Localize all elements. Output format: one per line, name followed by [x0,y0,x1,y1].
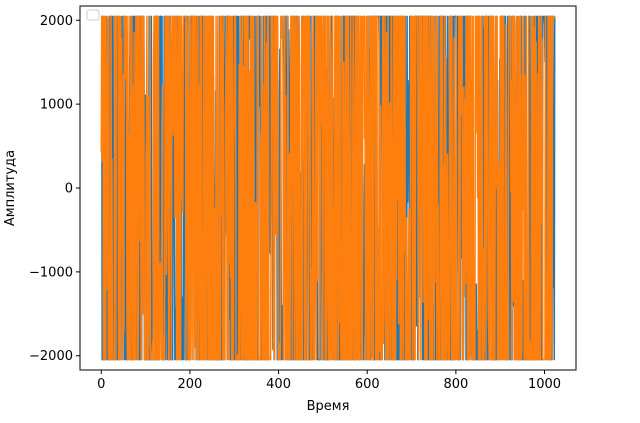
x-axis-label: Время [307,399,350,414]
x-tick-label: 800 [443,377,468,392]
y-tick-label: 2000 [40,14,73,29]
y-axis-label: Амплитуда [3,150,18,226]
series-layer [100,15,556,361]
legend-box [86,9,100,21]
series-2-line [100,15,556,361]
axes-frame [79,5,577,371]
ticks-layer: 0 200 400 600 800 1000 −2000 −1000 0 1000 2000 [29,14,561,392]
x-tick-label: 400 [266,377,291,392]
x-tick-label: 1000 [528,377,561,392]
y-tick-label: −2000 [29,349,73,364]
x-tick-label: 600 [355,377,380,392]
y-tick-label: 1000 [40,98,73,113]
x-tick-label: 200 [178,377,203,392]
y-tick-label: −1000 [29,265,73,280]
y-tick-label: 0 [65,182,73,197]
x-tick-label: 0 [97,377,105,392]
